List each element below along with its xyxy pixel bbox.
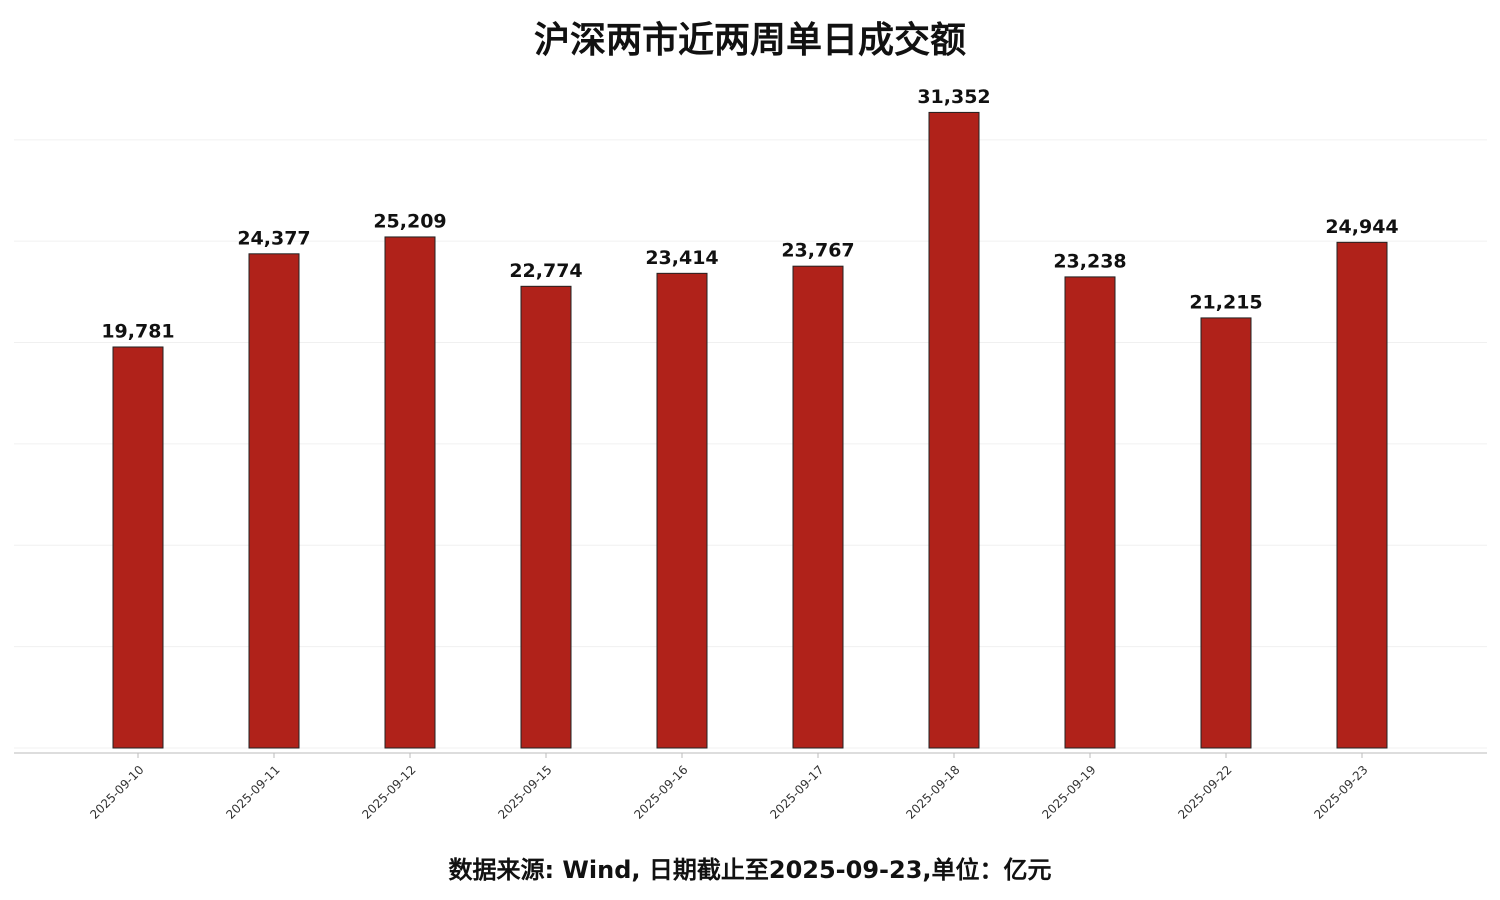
x-tick-label: 2025-09-15 <box>495 763 554 822</box>
value-label: 23,414 <box>645 247 718 269</box>
bar <box>248 253 300 749</box>
x-tick-label: 2025-09-19 <box>1039 763 1098 822</box>
value-label: 24,944 <box>1325 216 1398 238</box>
value-label: 22,774 <box>509 260 582 282</box>
x-tick-label: 2025-09-10 <box>87 763 146 822</box>
value-label: 19,781 <box>101 320 174 342</box>
bar <box>1336 241 1388 749</box>
chart-title: 沪深两市近两周单日成交额 <box>534 19 966 61</box>
x-tick-label: 2025-09-16 <box>631 763 690 822</box>
x-tick-label: 2025-09-22 <box>1175 763 1234 822</box>
value-label: 23,767 <box>781 240 854 262</box>
bar <box>928 111 980 749</box>
bar <box>1200 317 1252 749</box>
value-label: 31,352 <box>917 86 990 108</box>
bar <box>112 346 164 749</box>
bar <box>792 265 844 749</box>
bar <box>384 236 436 749</box>
x-tick-label: 2025-09-12 <box>359 763 418 822</box>
x-tick-label: 2025-09-23 <box>1311 763 1370 822</box>
value-label: 24,377 <box>237 227 310 249</box>
x-tick-label: 2025-09-18 <box>903 763 962 822</box>
source-note: 数据来源: Wind, 日期截止至2025-09-23,单位：亿元 <box>448 856 1051 884</box>
bar <box>1064 276 1116 749</box>
bar <box>656 272 708 749</box>
value-label: 23,238 <box>1053 250 1126 272</box>
x-tick-label: 2025-09-17 <box>767 763 826 822</box>
x-tick-label: 2025-09-11 <box>223 763 282 822</box>
bar <box>520 285 572 749</box>
value-label: 25,209 <box>373 210 446 232</box>
value-label: 21,215 <box>1189 291 1262 313</box>
